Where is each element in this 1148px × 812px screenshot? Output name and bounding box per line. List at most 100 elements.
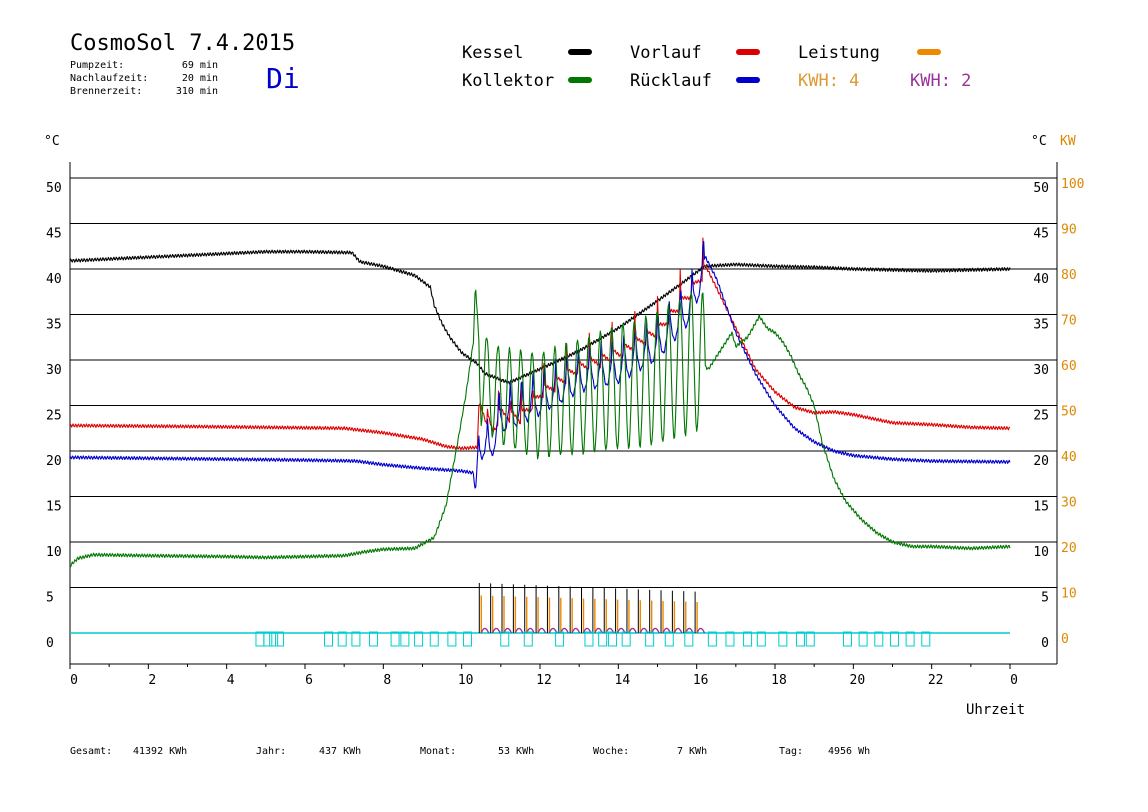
y-tick-label-right: 25 (1033, 409, 1049, 424)
series-line-kessel (69, 249, 1011, 385)
x-tick-label: 0 (70, 673, 78, 688)
baseline-marker (598, 631, 608, 647)
baseline-marker (664, 631, 674, 647)
footer-label: Monat: (420, 746, 456, 757)
baseline-marker (369, 631, 379, 647)
baseline-marker (337, 631, 347, 647)
x-tick-label: 8 (383, 673, 391, 688)
y-tick-label-left: 35 (46, 318, 62, 333)
y2-tick-label: 50 (1061, 405, 1077, 420)
y-tick-label-right: 35 (1033, 318, 1049, 333)
baseline-marker (778, 631, 788, 647)
baseline-marker (805, 631, 815, 647)
y-axis-label-right: °C (1031, 134, 1047, 149)
legend-label: Kessel (462, 43, 523, 63)
y-tick-label-right: 5 (1041, 591, 1049, 606)
x-tick-label: 16 (693, 673, 709, 688)
footer-value: 7 KWh (677, 746, 707, 757)
x-tick-label: 10 (458, 673, 474, 688)
baseline-marker (269, 631, 279, 647)
baseline-marker (756, 631, 766, 647)
y2-tick-label: 0 (1061, 632, 1069, 647)
footer-label: Tag: (779, 746, 803, 757)
stat-value: 20 min (182, 73, 218, 84)
baseline-marker (263, 631, 273, 647)
baseline-marker (275, 631, 285, 647)
baseline-marker (463, 631, 473, 647)
power-hump (571, 627, 581, 634)
baseline-marker (621, 631, 631, 647)
baseline-marker (584, 631, 594, 647)
baseline-marker (684, 631, 694, 647)
baseline-marker (743, 631, 753, 647)
x-tick-label: 18 (771, 673, 787, 688)
y-tick-label-left: 30 (46, 363, 62, 378)
baseline-marker (351, 631, 361, 647)
y-tick-label-left: 0 (46, 636, 54, 651)
y-tick-label-left: 25 (46, 409, 62, 424)
baseline-marker (874, 631, 884, 647)
x-tick-label: 0 (1010, 673, 1018, 688)
x-tick-label: 20 (850, 673, 866, 688)
y-tick-label-right: 15 (1033, 500, 1049, 515)
y-axis-label-right-kw: KW (1060, 134, 1076, 149)
baseline-marker (447, 631, 457, 647)
baseline-marker (429, 631, 439, 647)
baseline-marker (905, 631, 915, 647)
x-axis-label: Uhrzeit (966, 702, 1025, 718)
y-tick-label-right: 30 (1033, 363, 1049, 378)
baseline-marker (795, 631, 805, 647)
x-tick-label: 4 (227, 673, 235, 688)
y-tick-label-left: 45 (46, 227, 62, 242)
stat-value: 69 min (182, 60, 218, 71)
baseline-marker (889, 631, 899, 647)
footer-value: 41392 KWh (133, 746, 187, 757)
y-tick-label-right: 20 (1033, 454, 1049, 469)
baseline-marker (523, 631, 533, 647)
legend-label: Kollektor (462, 71, 554, 91)
footer-label: Woche: (593, 746, 629, 757)
y2-tick-label: 20 (1061, 541, 1077, 556)
power-layer (478, 582, 706, 634)
footer-value: 4956 Wh (828, 746, 870, 757)
baseline-marker (500, 631, 510, 647)
baseline-marker (921, 631, 931, 647)
stat-label: Brennerzeit: (70, 86, 142, 97)
y2-tick-label: 80 (1061, 268, 1077, 283)
y2-tick-label: 100 (1061, 177, 1084, 192)
power-hump (696, 627, 706, 634)
legend-label: Rücklauf (630, 71, 712, 91)
x-tick-label: 22 (928, 673, 944, 688)
day-label: Di (266, 62, 300, 95)
y-tick-label-right: 40 (1033, 272, 1049, 287)
series-line-kollektor (69, 289, 1011, 568)
y-tick-label-left: 15 (46, 500, 62, 515)
y-axis-label-left: °C (44, 134, 60, 149)
power-hump (537, 627, 547, 634)
footer-label: Gesamt: (70, 746, 112, 757)
y-tick-label-right: 0 (1041, 636, 1049, 651)
legend-label: Leistung (798, 43, 880, 63)
stat-label: Pumpzeit: (70, 60, 124, 71)
baseline-marker (607, 631, 617, 647)
y-tick-label-left: 20 (46, 454, 62, 469)
footer-value: 53 KWh (498, 746, 534, 757)
y-tick-label-right: 50 (1033, 181, 1049, 196)
stat-value: 310 min (176, 86, 218, 97)
legend: Kessel Vorlauf Leistung Kollektor Rücklauf KW… (462, 43, 971, 91)
baseline-marker (255, 631, 265, 647)
legend-label: Vorlauf (630, 43, 702, 63)
y2-tick-label: 30 (1061, 496, 1077, 511)
footer-totals: Gesamt: 41392 KWh Jahr: 437 KWh Monat: 53 KWh… (70, 746, 870, 757)
power-hump (673, 627, 683, 634)
y2-tick-label: 60 (1061, 359, 1077, 374)
y2-tick-label: 40 (1061, 450, 1077, 465)
baseline-marker (707, 631, 717, 647)
stats-block: Pumpzeit: 69 min Nachlaufzeit: 20 min Brenne… (70, 60, 218, 97)
page-title: CosmoSol 7.4.2015 (70, 31, 295, 56)
x-tick-label: 6 (305, 673, 313, 688)
y-tick-label-left: 10 (46, 545, 62, 560)
x-tick-label: 12 (536, 673, 552, 688)
